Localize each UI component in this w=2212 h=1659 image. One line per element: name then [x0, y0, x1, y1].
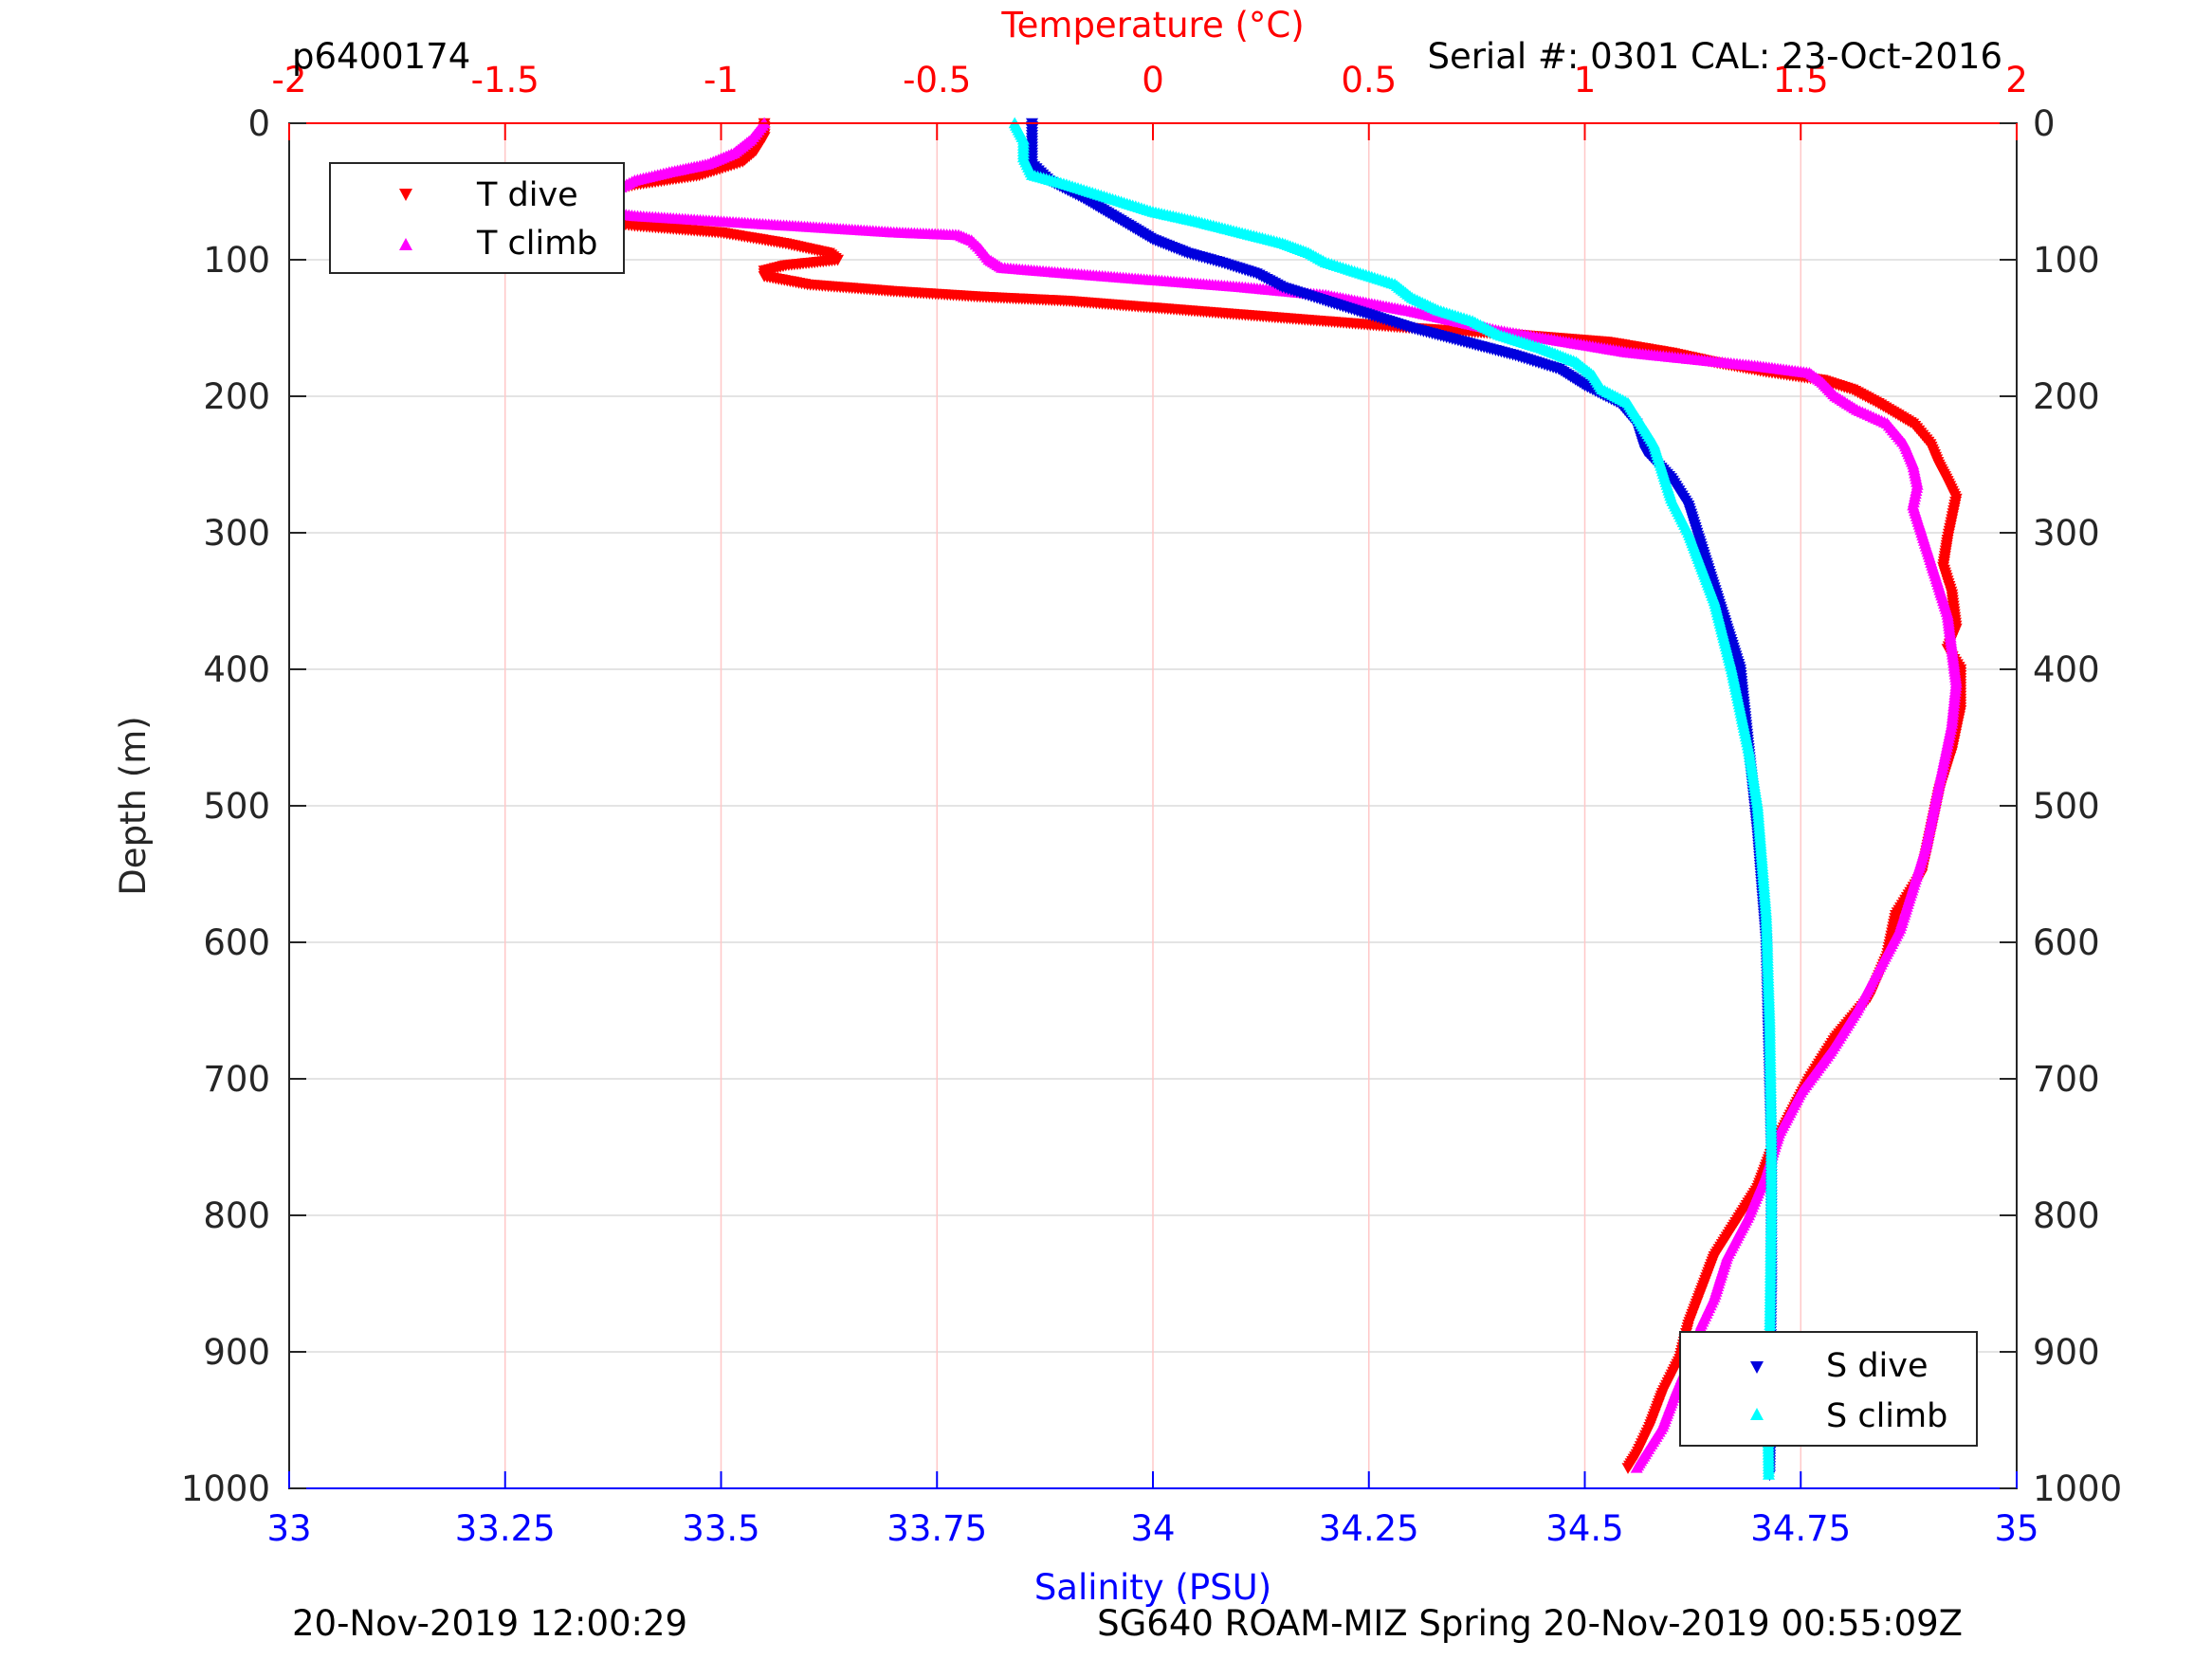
- depth-axis-title: Depth (m): [113, 716, 154, 895]
- depth-tick-label-right: 500: [2033, 786, 2100, 827]
- temperature-tick-label: -2: [272, 60, 307, 100]
- s-dive-legend-marker: [1750, 1361, 1764, 1374]
- salinity-tick-label: 35: [1994, 1508, 2038, 1549]
- temperature-tick-label: 1: [1574, 60, 1597, 100]
- depth-tick-label-left: 700: [203, 1059, 270, 1100]
- depth-tick-label-right: 100: [2033, 240, 2100, 281]
- footer-mission-label: SG640 ROAM-MIZ Spring 20-Nov-2019 00:55:…: [1097, 1603, 1963, 1644]
- depth-tick-label-left: 100: [203, 240, 270, 281]
- series-layer: [550, 117, 1967, 1482]
- depth-tick-label-left: 900: [203, 1332, 270, 1373]
- temperature-tick-label: 0.5: [1341, 60, 1397, 100]
- serial-cal-label: Serial #: 0301 CAL: 23-Oct-2016: [1427, 36, 2002, 77]
- temperature-tick-label: 0: [1142, 60, 1164, 100]
- depth-tick-label-right: 200: [2033, 376, 2100, 417]
- depth-tick-label-left: 400: [203, 649, 270, 690]
- depth-tick-label-left: 300: [203, 513, 270, 554]
- footer-timestamp-label: 20-Nov-2019 12:00:29: [292, 1603, 687, 1644]
- grid-lines: [289, 123, 2017, 1488]
- depth-tick-label-right: 700: [2033, 1059, 2100, 1100]
- salinity-tick-label: 33.75: [887, 1508, 987, 1549]
- profile-id-label: p6400174: [292, 36, 470, 77]
- t-climb-legend-label: T climb: [476, 225, 598, 263]
- t-dive-legend-marker: [399, 189, 412, 201]
- depth-tick-label-right: 900: [2033, 1332, 2100, 1373]
- depth-tick-label-right: 1000: [2033, 1468, 2122, 1509]
- t-dive-marker: [1621, 1463, 1635, 1474]
- t-dive-legend-label: T dive: [476, 176, 578, 214]
- temperature-legend-box: [329, 162, 625, 274]
- depth-tick-label-left: 1000: [181, 1468, 270, 1509]
- salinity-tick-label: 34.5: [1545, 1508, 1623, 1549]
- s-climb-legend-label: S climb: [1826, 1397, 1947, 1435]
- salinity-legend-box: [1679, 1331, 1978, 1447]
- depth-tick-label-left: 500: [203, 786, 270, 827]
- depth-tick-label-right: 300: [2033, 513, 2100, 554]
- t-climb-legend-marker: [399, 238, 412, 250]
- salinity-tick-label: 34.75: [1750, 1508, 1851, 1549]
- depth-tick-label-right: 400: [2033, 649, 2100, 690]
- temperature-tick-label: -1.5: [471, 60, 539, 100]
- depth-tick-label-left: 0: [247, 103, 270, 144]
- salinity-legend: S dive S climb: [1679, 1331, 1978, 1447]
- temperature-axis-title: Temperature (°C): [1000, 5, 1304, 46]
- depth-tick-label-right: 600: [2033, 922, 2100, 963]
- salinity-tick-label: 34: [1130, 1508, 1175, 1549]
- temperature-legend: T dive T climb: [329, 162, 625, 274]
- depth-tick-label-left: 800: [203, 1195, 270, 1236]
- temperature-tick-label: -1: [704, 60, 739, 100]
- s-climb-marker: [1763, 1468, 1775, 1480]
- salinity-tick-label: 33.5: [682, 1508, 759, 1549]
- temperature-tick-label: 2: [2005, 60, 2028, 100]
- salinity-axis-title: Salinity (PSU): [1034, 1567, 1271, 1608]
- s-climb-legend-marker: [1750, 1408, 1764, 1420]
- salinity-tick-label: 33: [266, 1508, 311, 1549]
- depth-tick-label-left: 200: [203, 376, 270, 417]
- temperature-tick-label: 1.5: [1773, 60, 1829, 100]
- axis-ticks: 0 0 100 100 200 200 300 300 400 400 500 500 600 600 70…: [181, 60, 2122, 1549]
- t-climb-marker: [1630, 1461, 1643, 1473]
- s-dive-legend-label: S dive: [1826, 1347, 1929, 1385]
- temperature-tick-label: -0.5: [903, 60, 971, 100]
- salinity-tick-label: 34.25: [1319, 1508, 1419, 1549]
- depth-tick-label-right: 0: [2033, 103, 2056, 144]
- depth-tick-label-right: 800: [2033, 1195, 2100, 1236]
- depth-tick-label-left: 600: [203, 922, 270, 963]
- salinity-tick-label: 33.25: [455, 1508, 556, 1549]
